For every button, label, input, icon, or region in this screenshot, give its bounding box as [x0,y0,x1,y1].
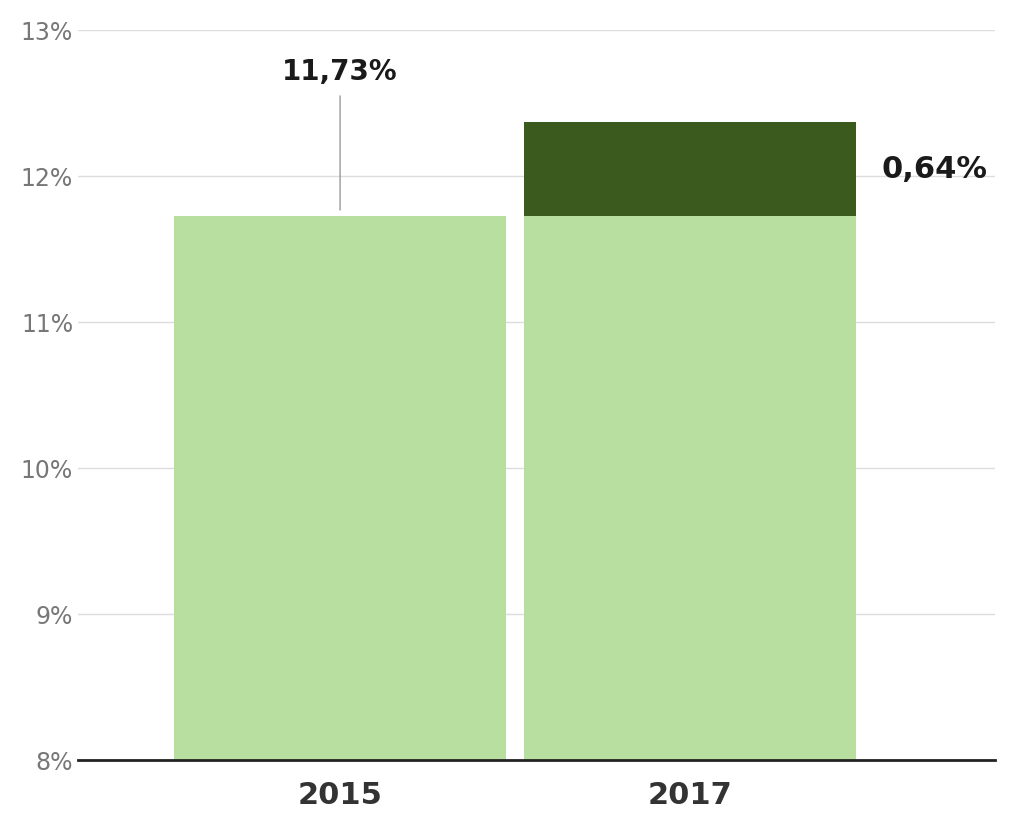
Bar [523,122,856,216]
Text: 11,73%: 11,73% [283,58,398,86]
Text: 0,64%: 0,64% [882,155,988,184]
Bar [174,216,506,760]
Bar [523,216,856,760]
